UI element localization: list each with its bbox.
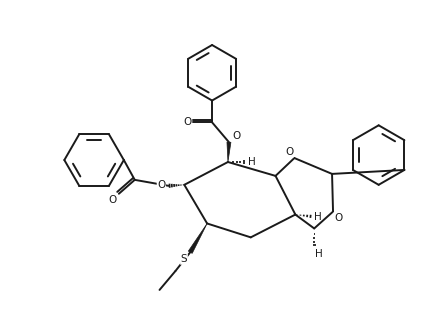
Polygon shape (188, 224, 207, 253)
Text: H: H (314, 212, 322, 222)
Text: O: O (157, 180, 166, 190)
Polygon shape (227, 142, 231, 162)
Text: O: O (232, 131, 240, 141)
Text: O: O (334, 213, 342, 223)
Text: S: S (181, 254, 187, 264)
Text: O: O (285, 147, 293, 157)
Text: O: O (109, 195, 117, 205)
Text: O: O (183, 117, 191, 127)
Text: H: H (315, 249, 323, 259)
Text: H: H (248, 157, 256, 167)
